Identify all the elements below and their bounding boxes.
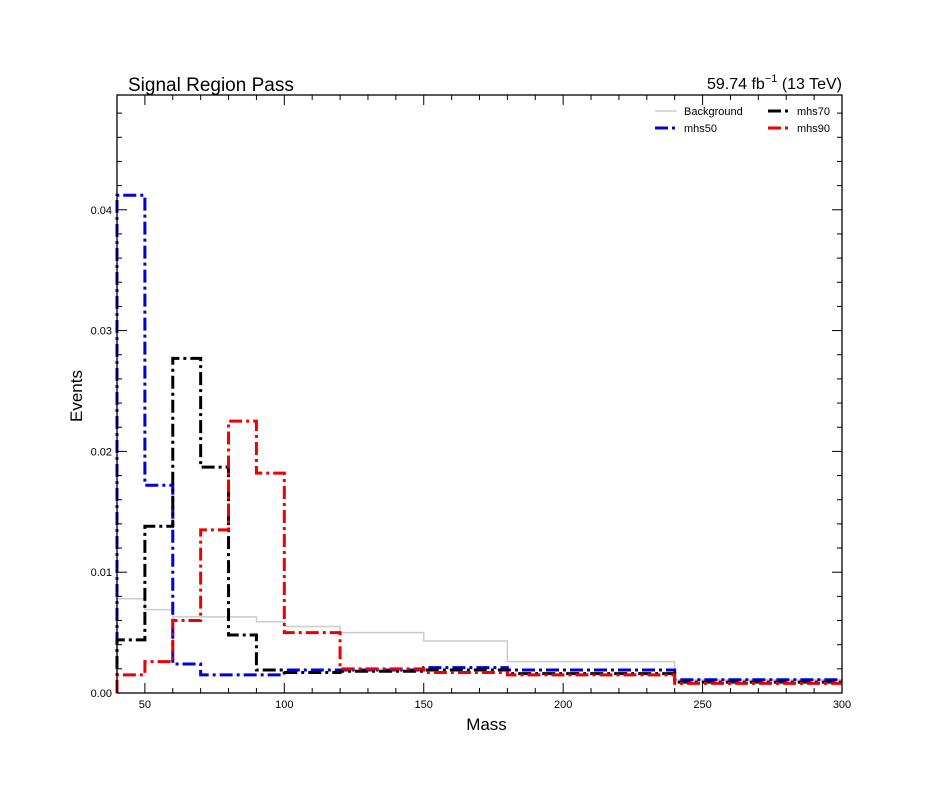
legend: Background mhs50 mhs70 mhs90: [655, 106, 830, 135]
series-mhs50-line: [115, 193, 842, 693]
series-mhs70-line: [115, 356, 842, 693]
y-tick-label: 0.04: [91, 205, 112, 217]
y-tick-label: 0.03: [91, 326, 112, 338]
series-mhs90-line: [115, 419, 842, 693]
chart-title: Signal Region Pass: [128, 75, 294, 96]
legend-label: Background: [684, 106, 743, 118]
lumi-value: 59.74 fb: [707, 76, 765, 93]
lumi-exponent: −1: [765, 73, 778, 85]
series-layer: [115, 193, 842, 693]
x-tick-label: 200: [554, 699, 572, 711]
legend-label: mhs50: [684, 123, 717, 135]
legend-item-mhs50: mhs50: [655, 123, 717, 135]
x-tick-label: 150: [415, 699, 433, 711]
lumi-energy-value: (13 TeV): [782, 76, 842, 93]
luminosity-label: 59.74 fb−1 (13 TeV): [707, 73, 842, 93]
legend-item-mhs70: mhs70: [768, 106, 830, 118]
legend-label: mhs70: [797, 106, 830, 118]
ticks-layer: 50 100 150 200 250 300 0.00 0.01 0.02 0.03 0.04: [91, 95, 851, 711]
y-axis-label: Events: [67, 370, 86, 422]
x-tick-label: 250: [693, 699, 711, 711]
legend-item-background: Background: [655, 106, 743, 118]
series-background-line: [116, 598, 842, 693]
x-tick-label: 300: [833, 699, 851, 711]
y-tick-label: 0.02: [91, 446, 112, 458]
x-axis-label: Mass: [466, 715, 507, 734]
x-tick-label: 50: [139, 699, 151, 711]
legend-item-mhs90: mhs90: [768, 123, 830, 135]
x-tick-label: 100: [275, 699, 293, 711]
legend-label: mhs90: [797, 123, 830, 135]
y-tick-label: 0.01: [91, 567, 112, 579]
plot-frame: [116, 94, 843, 694]
y-tick-label: 0.00: [91, 688, 112, 700]
